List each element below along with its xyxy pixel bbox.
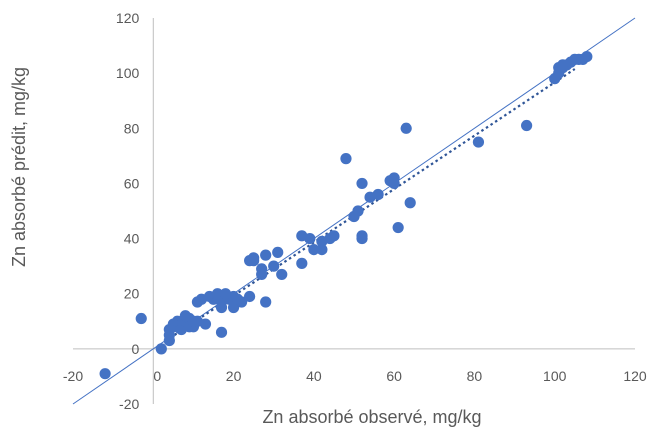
x-tick-label: 20 xyxy=(226,368,242,384)
data-point xyxy=(352,205,364,217)
y-tick-label: 20 xyxy=(124,286,140,302)
data-point xyxy=(215,326,228,338)
data-point xyxy=(304,232,316,245)
data-point xyxy=(268,260,280,272)
data-point xyxy=(372,188,384,201)
data-point xyxy=(472,136,485,148)
data-point xyxy=(356,177,368,190)
x-tick-label: 40 xyxy=(306,368,322,384)
data-point xyxy=(400,122,412,134)
y-tick-label: 80 xyxy=(124,120,140,136)
data-point xyxy=(211,288,224,300)
data-point xyxy=(260,249,272,261)
x-tick-label: 60 xyxy=(386,368,402,384)
y-tick-labels: -20 0 20 40 60 80 100 120 xyxy=(116,10,140,412)
x-tick-label: 80 xyxy=(467,368,483,384)
data-point xyxy=(581,51,593,63)
data-point xyxy=(99,368,111,380)
y-axis-title: Zn absorbé prédit, mg/kg xyxy=(9,67,29,267)
data-point xyxy=(215,301,228,314)
x-tick-label: 100 xyxy=(543,368,567,384)
data-point xyxy=(356,230,368,242)
data-point xyxy=(135,312,147,325)
y-tick-label: -20 xyxy=(119,396,139,412)
x-axis-title: Zn absorbé observé, mg/kg xyxy=(262,407,481,427)
data-point xyxy=(296,257,308,269)
x-tick-label: 0 xyxy=(153,368,161,384)
data-point xyxy=(244,290,256,303)
data-points xyxy=(99,51,593,380)
data-point xyxy=(256,263,268,275)
data-point xyxy=(272,246,284,258)
y-tick-label: 120 xyxy=(116,10,140,26)
y-tick-label: 100 xyxy=(116,65,140,81)
data-point xyxy=(227,301,240,314)
data-point xyxy=(248,255,260,267)
data-point xyxy=(388,172,400,184)
data-point xyxy=(392,221,404,234)
data-point xyxy=(404,197,416,209)
y-tick-label: 60 xyxy=(124,175,140,191)
data-point xyxy=(316,244,328,256)
x-tick-label: -20 xyxy=(63,368,83,384)
data-point xyxy=(328,230,340,242)
x-tick-label: 120 xyxy=(623,368,647,384)
y-tick-label: 0 xyxy=(131,341,139,357)
y-tick-label: 40 xyxy=(124,231,140,247)
data-point xyxy=(236,296,248,308)
data-point xyxy=(155,343,167,355)
data-point xyxy=(260,296,272,308)
data-point xyxy=(199,318,212,330)
x-tick-labels: -20 0 20 40 60 80 100 120 xyxy=(63,368,647,384)
data-point xyxy=(308,244,320,256)
data-point xyxy=(521,119,533,132)
data-point xyxy=(276,268,288,281)
data-point xyxy=(340,153,352,165)
